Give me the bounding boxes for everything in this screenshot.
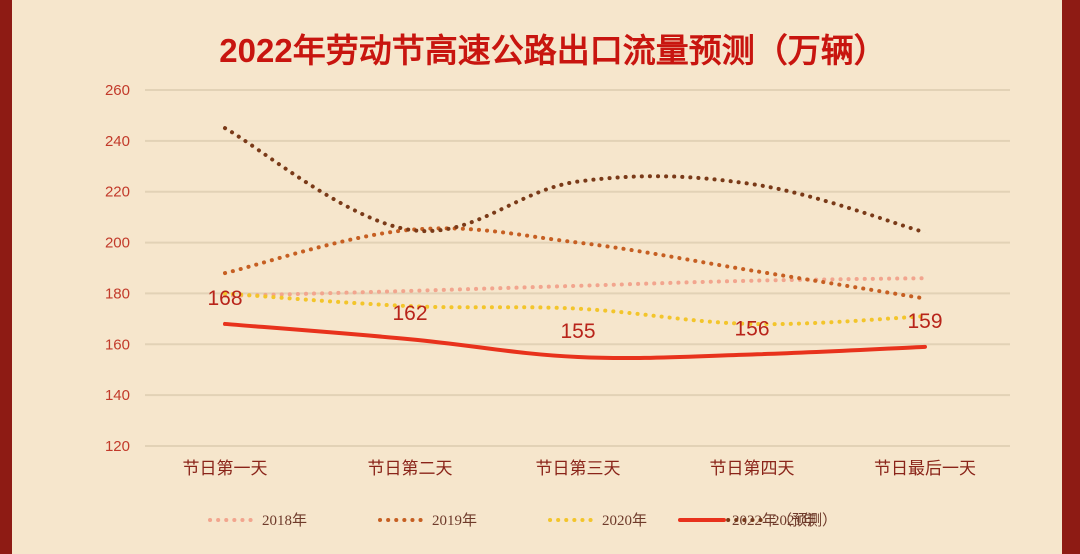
legend-label: 2022年（预测） [732, 512, 837, 529]
frame-right-edge [1062, 0, 1080, 554]
series-line-2020 [223, 291, 927, 327]
y-tick-label: 240 [105, 133, 130, 150]
data-label: 156 [734, 317, 769, 340]
y-tick-label: 220 [105, 184, 130, 201]
data-label: 159 [907, 310, 942, 333]
y-tick-label: 200 [105, 235, 130, 252]
legend-label: 2020年 [602, 512, 647, 529]
y-tick-label: 120 [105, 438, 130, 455]
x-tick-label: 节日第四天 [710, 459, 795, 478]
x-tick-label: 节日第二天 [368, 459, 453, 478]
data-label: 162 [392, 302, 427, 325]
y-tick-label: 260 [105, 82, 130, 99]
y-tick-label: 180 [105, 285, 130, 302]
y-tick-label: 140 [105, 387, 130, 404]
y-tick-label: 160 [105, 336, 130, 353]
x-tick-label: 节日第一天 [183, 459, 268, 478]
parchment-background [12, 0, 1068, 554]
series-line-2021 [223, 126, 927, 235]
x-tick-label: 节日第三天 [536, 459, 621, 478]
legend-label: 2021年 [772, 512, 817, 529]
data-label: 155 [560, 320, 595, 343]
series-line-2019 [223, 226, 927, 301]
data-label: 168 [207, 287, 242, 310]
legend-label: 2018年 [262, 512, 307, 529]
x-tick-label: 节日最后一天 [874, 459, 976, 478]
chart-title: 2022年劳动节高速公路出口流量预测（万辆） [219, 32, 886, 69]
legend-label: 2019年 [432, 512, 477, 529]
